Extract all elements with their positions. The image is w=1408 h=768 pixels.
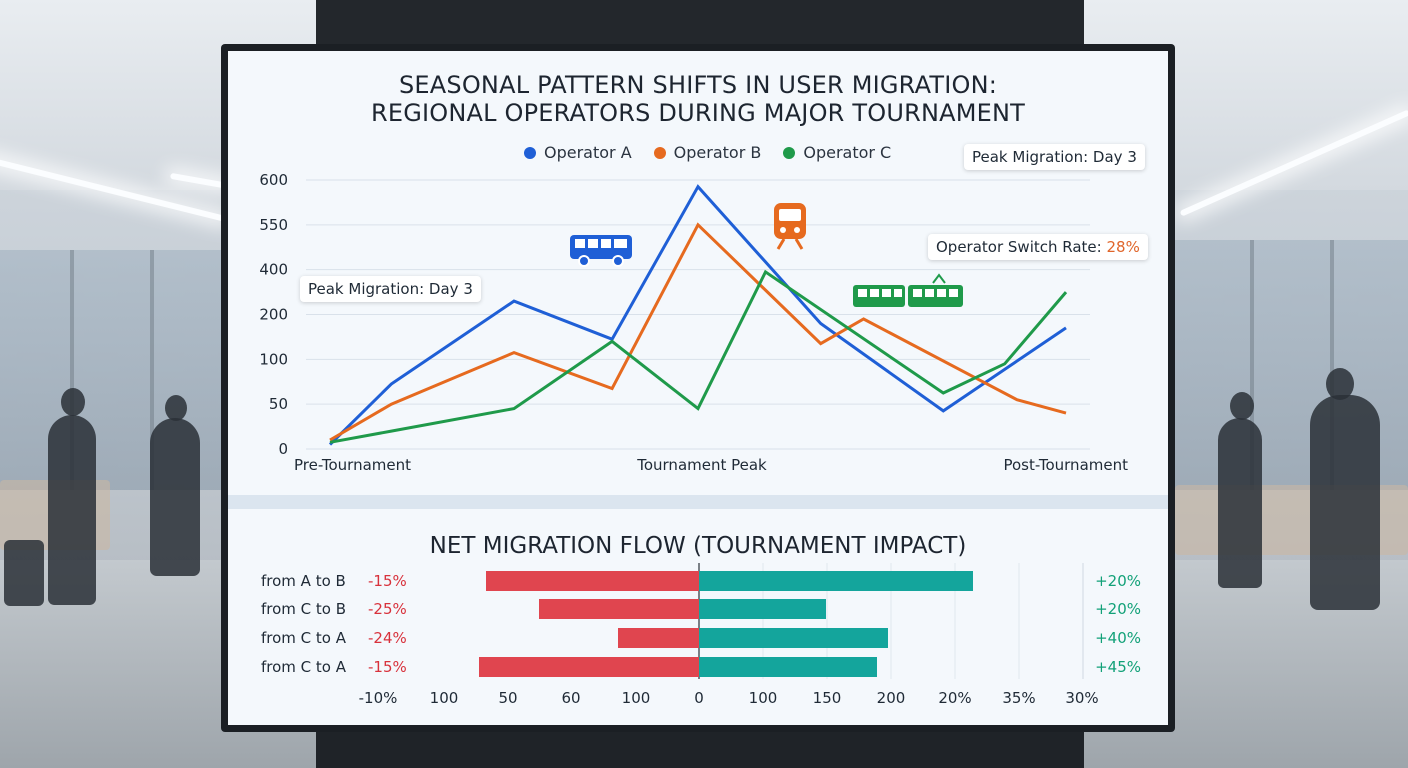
bar-x-tick-label: 150 (813, 689, 842, 707)
y-tick-label: 200 (259, 306, 288, 324)
bar-category-label: from C to B (261, 600, 346, 618)
callout-switch-rate: Operator Switch Rate: 28% (928, 234, 1148, 260)
train-icon (774, 203, 806, 250)
legend: Operator A Operator B Operator C (524, 143, 891, 162)
callout-peak-migration-left: Peak Migration: Day 3 (300, 276, 481, 302)
bar-negative-label: -24% (368, 629, 407, 647)
person-silhouette (1310, 395, 1380, 610)
bar-positive (699, 571, 973, 591)
chart-subtitle: REGIONAL OPERATORS DURING MAJOR TOURNAME… (370, 99, 1026, 127)
bar-negative (539, 599, 699, 619)
legend-label-c: Operator C (803, 143, 892, 162)
y-tick-label: 600 (259, 171, 288, 189)
bar-chart-title: NET MIGRATION FLOW (TOURNAMENT IMPACT) (429, 533, 967, 559)
bar-positive-label: +20% (1095, 600, 1141, 618)
icon-layer (570, 203, 963, 307)
luggage (4, 540, 44, 606)
dashboard-screen: SEASONAL PATTERN SHIFTS IN USER MIGRATIO… (228, 51, 1168, 725)
bar-x-tick-label: 100 (430, 689, 459, 707)
legend-item-a: Operator A (524, 143, 632, 162)
tram-icon (853, 273, 963, 307)
legend-dot-b (653, 146, 666, 159)
person-head (165, 395, 187, 421)
bar-x-tick-label: 60 (561, 689, 580, 707)
bar-x-tick-label: 50 (498, 689, 517, 707)
y-tick-label: 0 (278, 440, 288, 458)
x-tick-label: Pre-Tournament (294, 456, 411, 474)
bar-x-tick-label: 100 (622, 689, 651, 707)
bar-category-label: from C to A (261, 658, 347, 676)
bar-positive (699, 599, 826, 619)
y-tick-label: 550 (259, 216, 288, 234)
series-line-a (328, 184, 1067, 446)
y-tick-label: 400 (259, 261, 288, 279)
person-silhouette (150, 418, 200, 576)
bar-x-tick-label: 30% (1065, 689, 1098, 707)
bar-x-tick-label: -10% (359, 689, 398, 707)
person-head (61, 388, 85, 416)
legend-label-b: Operator B (673, 143, 762, 162)
person-head (1230, 392, 1254, 420)
bar-positive (699, 628, 888, 648)
bar-x-tick-label: 20% (938, 689, 971, 707)
y-tick-label: 50 (269, 395, 288, 413)
bar-x-tick-label: 200 (877, 689, 906, 707)
bus-icon (570, 235, 632, 267)
window-frame (70, 250, 74, 490)
bar-x-tick-label: 35% (1002, 689, 1035, 707)
window-frame (1330, 240, 1334, 490)
bar-negative (479, 657, 699, 677)
bar-negative (618, 628, 699, 648)
display-stand (316, 726, 1084, 768)
legend-dot-a (524, 146, 536, 159)
bar-negative-label: -25% (368, 600, 407, 618)
section-divider (228, 495, 1168, 509)
x-tick-label: Tournament Peak (636, 456, 767, 474)
bar-x-tick-label: 0 (694, 689, 704, 707)
bar-category-label: from C to A (261, 629, 347, 647)
person-head (1326, 368, 1354, 400)
display-pillar (316, 0, 1084, 48)
bar-negative-label: -15% (368, 572, 407, 590)
switch-rate-label: Operator Switch Rate: (936, 238, 1107, 256)
callout-peak-migration-top: Peak Migration: Day 3 (964, 144, 1145, 170)
bar-positive-label: +40% (1095, 629, 1141, 647)
bar-positive-label: +45% (1095, 658, 1141, 676)
x-tick-label: Post-Tournament (1003, 456, 1128, 474)
bar-negative (486, 571, 699, 591)
person-silhouette (48, 415, 96, 605)
window-frame (150, 250, 154, 490)
y-tick-label: 100 (259, 350, 288, 368)
legend-label-a: Operator A (544, 143, 632, 162)
bar-positive (699, 657, 877, 677)
chart-title: SEASONAL PATTERN SHIFTS IN USER MIGRATIO… (398, 71, 998, 99)
legend-dot-c (783, 146, 796, 159)
switch-rate-value: 28% (1106, 238, 1140, 256)
bar-category-label: from A to B (261, 572, 346, 590)
person-silhouette (1218, 418, 1262, 588)
legend-item-c: Operator C (783, 143, 891, 162)
legend-item-b: Operator B (653, 143, 762, 162)
bar-negative-label: -15% (368, 658, 407, 676)
bar-positive-label: +20% (1095, 572, 1141, 590)
window-frame (1250, 240, 1254, 490)
bar-x-tick-label: 100 (749, 689, 778, 707)
